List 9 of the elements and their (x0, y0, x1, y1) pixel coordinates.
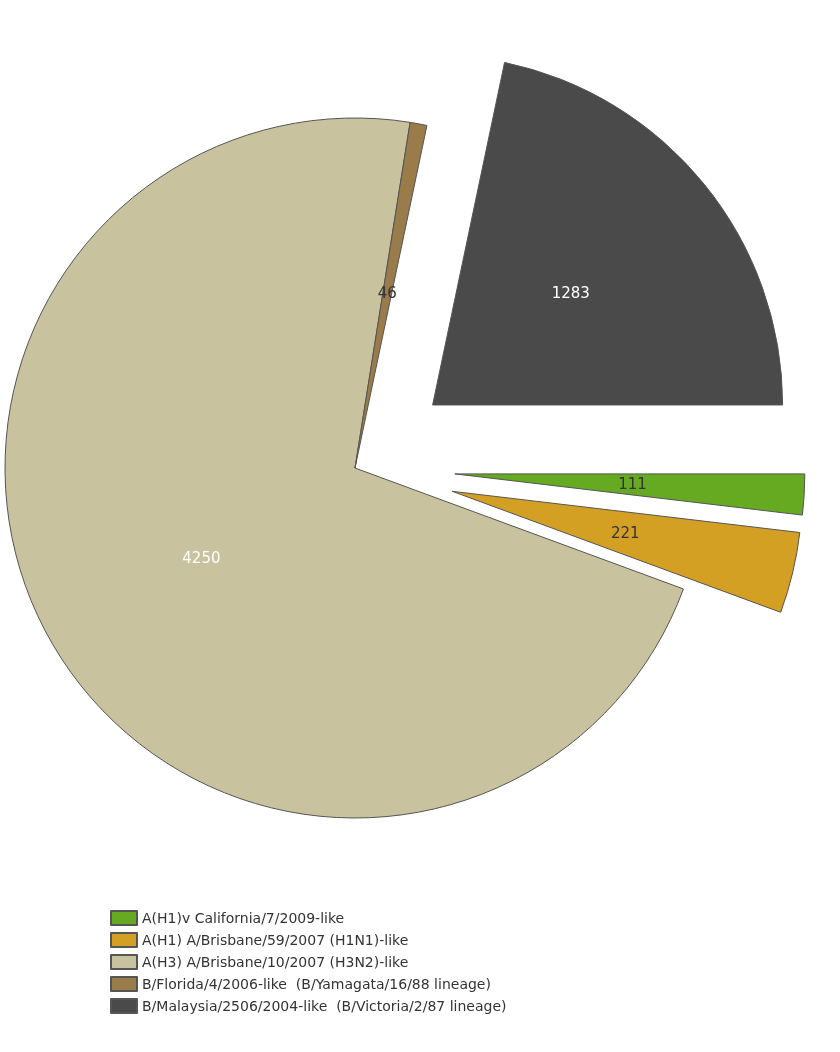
data-label: 4250 (182, 548, 221, 567)
legend-label: A(H1) A/Brisbane/59/2007 (H1N1)-like (142, 932, 409, 948)
data-label: 111 (618, 475, 647, 494)
data-label: 1283 (551, 283, 590, 302)
legend-label: B/Florida/4/2006-like (B/Yamagata/16/88 lineage) (142, 976, 491, 992)
data-label: 221 (611, 523, 640, 542)
legend-label: A(H1)v California/7/2009-like (142, 910, 345, 926)
legend-label: A(H3) A/Brisbane/10/2007 (H3N2)-like (142, 954, 409, 970)
legend-label: B/Malaysia/2506/2004-like (B/Victoria/2/87 lineage) (142, 998, 507, 1014)
